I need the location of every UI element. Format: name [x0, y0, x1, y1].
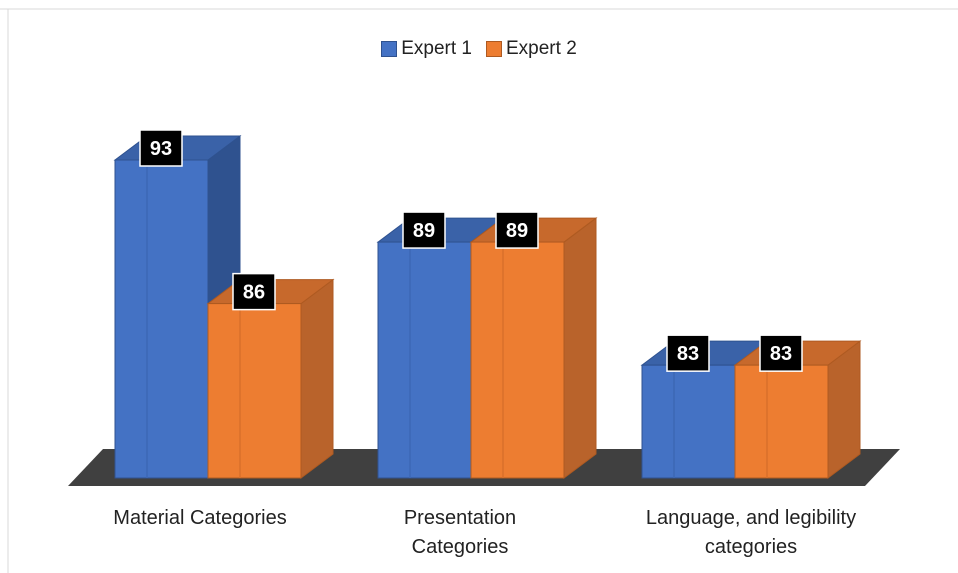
data-label-text: 89 [506, 220, 528, 242]
category-label-presentation: Presentation Categories [403, 507, 517, 558]
data-label-box [666, 334, 710, 372]
category-label-material: Material Categories [113, 507, 287, 529]
bar-expert-2-cat-2 [469, 217, 598, 479]
data-label-expert-1-cat-1: 93 [139, 129, 183, 167]
bar-front [207, 303, 302, 479]
bar-front [114, 159, 209, 479]
data-label-text: 86 [243, 282, 265, 304]
data-label-box [759, 334, 803, 372]
data-label-text: 89 [413, 220, 435, 242]
bar-front [470, 241, 565, 479]
category-label-language: Language, and legibility categories [645, 507, 857, 558]
data-label-box [232, 272, 276, 311]
legend-swatch-expert-1 [381, 41, 398, 57]
data-label-text: 83 [770, 343, 792, 365]
legend-label-expert-2: Expert 2 [506, 38, 577, 59]
data-label-expert-2-cat-2: 89 [495, 211, 539, 249]
legend-swatch-expert-2 [486, 41, 502, 57]
bar-side [563, 217, 597, 479]
bar-side [300, 278, 334, 479]
data-label-text: 83 [677, 343, 699, 365]
bar-expert-2-cat-3 [733, 340, 862, 479]
data-label-expert-2-cat-1: 86 [232, 272, 276, 311]
legend: Expert 1 Expert 2 [0, 38, 958, 60]
data-label-expert-1-cat-2: 89 [402, 211, 446, 249]
data-label-box [402, 211, 446, 249]
bar-front [641, 364, 736, 479]
legend-item-expert-1: Expert 1 [381, 38, 472, 60]
bar-front [734, 364, 829, 479]
legend-item-expert-2: Expert 2 [486, 38, 577, 60]
legend-label-expert-1: Expert 1 [401, 38, 472, 59]
data-label-expert-1-cat-3: 83 [666, 334, 710, 372]
data-label-text: 93 [150, 138, 172, 160]
data-label-box [495, 211, 539, 249]
bar-front [377, 241, 472, 479]
data-label-box [139, 129, 183, 167]
data-label-expert-2-cat-3: 83 [759, 334, 803, 372]
